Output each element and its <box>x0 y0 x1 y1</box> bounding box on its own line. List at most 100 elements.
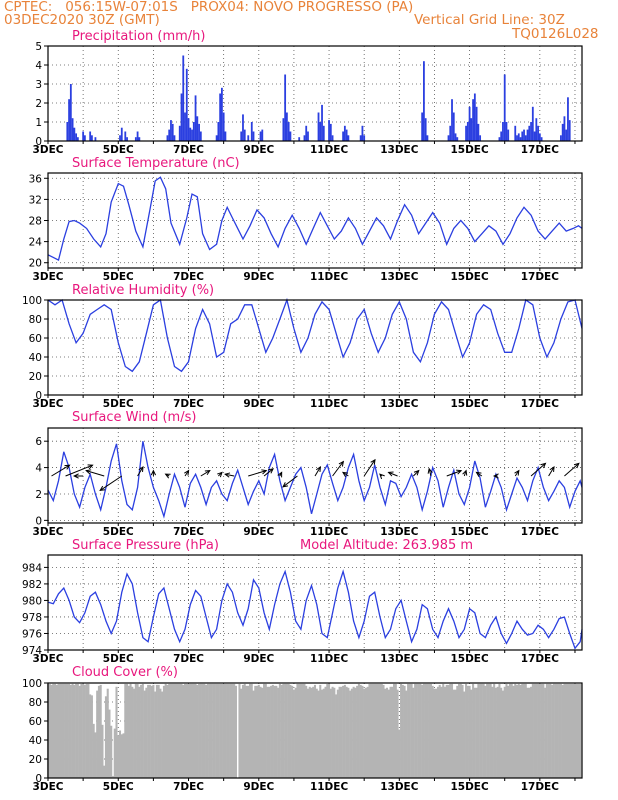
cloud-bar <box>501 690 504 778</box>
cloud-bar <box>573 683 577 778</box>
precip-bar <box>66 122 69 141</box>
precip-ytick-label: 1 <box>35 117 42 129</box>
cloud-bar <box>322 688 325 778</box>
cloud-bar <box>254 685 257 778</box>
cloud-bar <box>389 686 392 778</box>
wind-vector-head <box>492 473 499 479</box>
cloud-bar <box>487 683 490 778</box>
cloud-bar <box>176 683 180 778</box>
cloud-bar <box>205 684 208 778</box>
wind-xtick-label: 11DEC <box>310 526 349 538</box>
precip-bar <box>138 137 141 141</box>
cloud-bar <box>463 691 466 778</box>
precip-bar <box>505 122 508 141</box>
cloud-frame <box>47 682 583 779</box>
cloud-bar <box>59 683 62 778</box>
temp-ytick-label: 24 <box>29 237 43 249</box>
cloud-bar <box>366 686 369 778</box>
precip-bar <box>517 133 520 141</box>
precip-bar <box>363 135 366 141</box>
cloud-bar <box>319 684 322 778</box>
cloud-bar <box>159 688 162 778</box>
cloud-bar <box>296 683 299 778</box>
wind-vector-head <box>99 485 106 492</box>
cloud-bar <box>486 683 489 778</box>
cloud-bar <box>210 683 213 778</box>
cloud-bar <box>505 683 508 778</box>
cloud-bar <box>565 683 568 778</box>
cloud-bar <box>226 683 229 778</box>
cloud-xtick-label: 11DEC <box>310 781 349 793</box>
cloud-bar <box>473 687 476 778</box>
cloud-bar <box>103 765 106 778</box>
cloud-bar <box>57 683 60 778</box>
cloud-bar <box>301 683 304 778</box>
cloud-bar <box>489 683 492 778</box>
wind-vector-head <box>268 468 274 474</box>
cloud-bar <box>282 683 285 778</box>
precip-xtick-label: 3DEC <box>33 144 64 156</box>
cloud-bar <box>428 683 431 778</box>
cloud-bar <box>335 694 338 778</box>
precip-bar <box>184 112 186 141</box>
cloud-bar <box>285 683 288 778</box>
wind-vector <box>428 468 432 477</box>
rh-ytick-label: 80 <box>29 314 42 326</box>
cloud-bar <box>213 683 216 778</box>
cloud-bar <box>92 723 95 778</box>
wind-vector <box>137 466 144 477</box>
station-header: CPTEC: 056:15W-07:01S PROX04: NOVO PROGR… <box>4 0 414 15</box>
cloud-bar <box>263 683 266 778</box>
precip-bar <box>166 135 169 141</box>
precip-bar <box>540 137 543 141</box>
wind-vector-head <box>72 473 79 479</box>
precip-bar <box>303 135 306 141</box>
cloud-bar <box>308 686 311 778</box>
wind-vector-head <box>224 472 231 478</box>
temp-ytick-label: 20 <box>29 258 42 270</box>
cloud-bar <box>364 687 367 778</box>
cloud-bar <box>233 683 236 778</box>
cloud-bar <box>252 690 255 778</box>
cloud-bar <box>162 685 165 778</box>
precip-bar <box>479 135 482 141</box>
precip-bar <box>321 104 323 141</box>
precip-bar <box>503 74 506 141</box>
press-xtick-label: 17DEC <box>521 653 560 665</box>
cloud-bar <box>164 683 167 778</box>
wind-vector-head <box>573 462 580 469</box>
precip-bar <box>261 129 264 141</box>
cloud-bar <box>106 688 109 778</box>
cloud-bar <box>387 689 390 778</box>
wind-vector <box>263 468 274 477</box>
cloud-bar <box>273 685 276 778</box>
cloud-bar <box>431 685 434 778</box>
cloud-bar <box>71 683 74 778</box>
wind-vector <box>51 464 70 477</box>
precip-bar <box>331 135 334 141</box>
cloud-bar <box>510 683 513 778</box>
cloud-bar <box>515 684 519 778</box>
cloud-bar <box>382 684 385 778</box>
cloud-bar <box>277 687 280 778</box>
cloud-bar <box>440 686 443 778</box>
cloud-bar <box>96 690 99 778</box>
cloud-bar <box>342 685 345 778</box>
cloud-bar <box>458 683 461 778</box>
precip-bar <box>240 131 243 141</box>
cloud-bar <box>294 687 297 778</box>
wind-vector-head <box>427 467 433 474</box>
precip-bar <box>468 106 471 141</box>
precip-bar <box>221 87 223 141</box>
precip-bar <box>282 118 285 141</box>
precip-xtick-label: 15DEC <box>450 144 489 156</box>
cloud-bar <box>256 685 259 778</box>
cloud-bar <box>257 684 260 778</box>
press-ytick-label: 974 <box>22 645 42 657</box>
cloud-bar <box>227 683 230 778</box>
cloud-ytick-label: 100 <box>22 678 42 690</box>
cloud-bar <box>303 683 306 778</box>
cloud-bar <box>559 683 562 778</box>
cloud-bar <box>514 683 517 778</box>
cloud-bar <box>240 688 243 778</box>
